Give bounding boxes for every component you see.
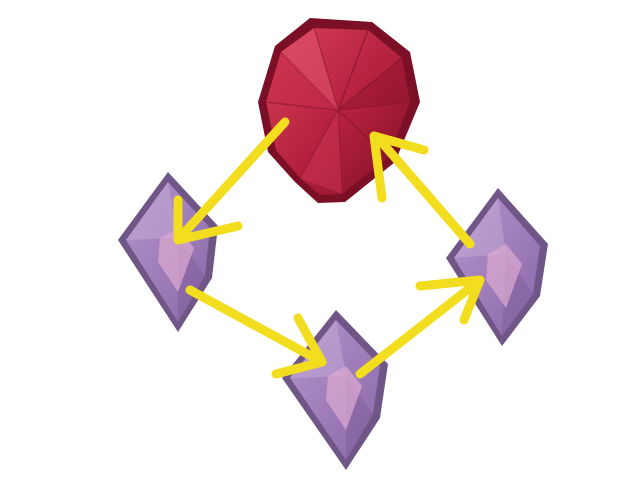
arrow-ruby-to-left [173,117,290,245]
right-crystal-icon [446,188,548,346]
arrow-left-to-bottom [185,285,327,379]
ruby-gem-icon [258,18,420,203]
bottom-crystal-icon [282,310,388,470]
arrow-right-to-ruby [369,131,475,249]
left-crystal-icon [118,172,218,332]
arrow-bottom-to-right [355,275,485,379]
